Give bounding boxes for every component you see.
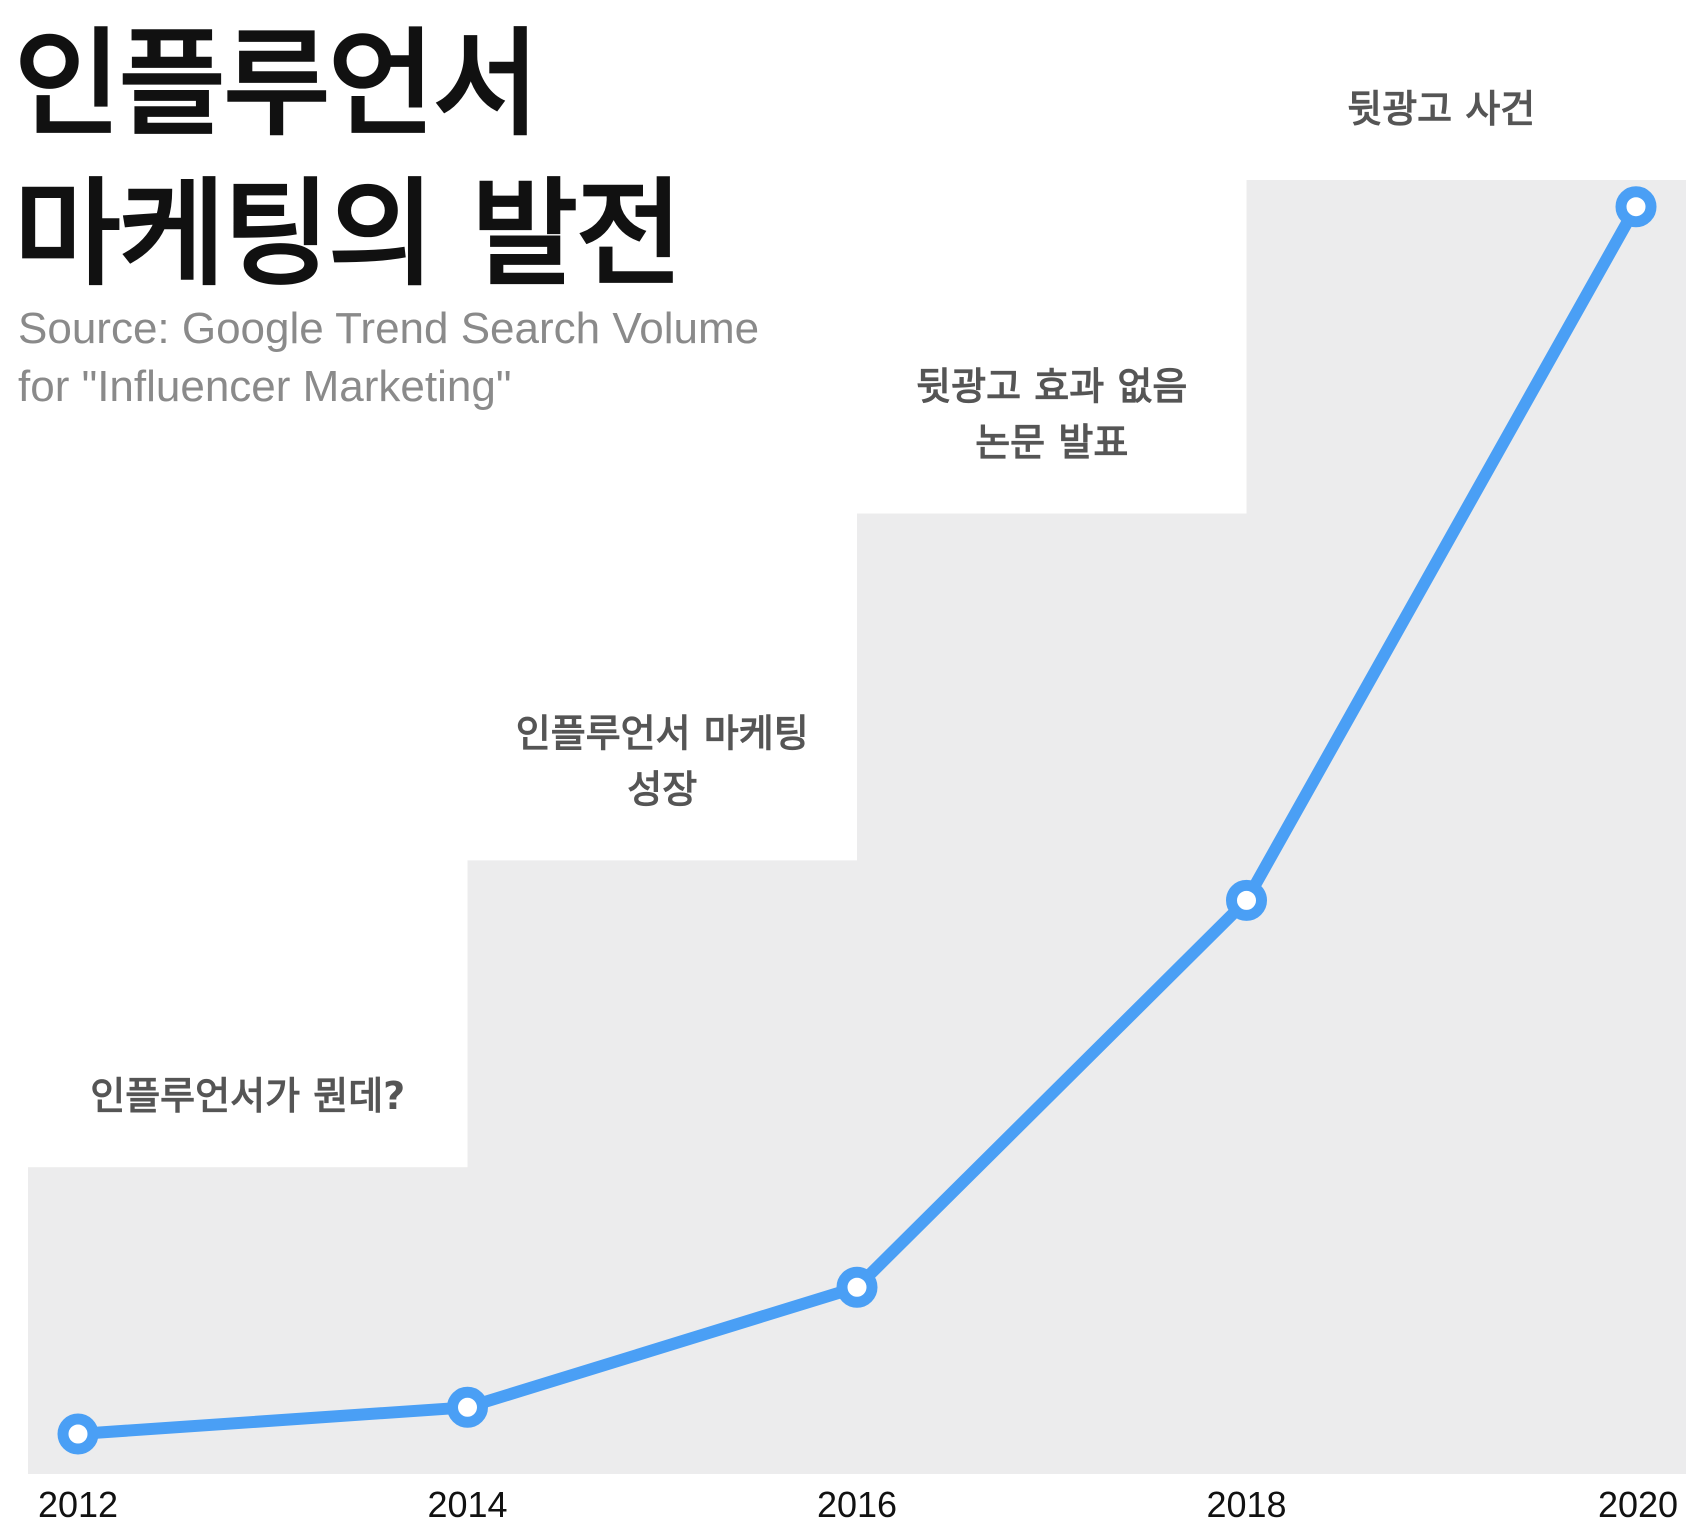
x-axis: 2012 2014 2016 2018 2020 bbox=[38, 1484, 1678, 1524]
x-tick-label: 2012 bbox=[38, 1484, 118, 1524]
data-point-marker bbox=[447, 1386, 488, 1428]
stage-annotation-line: 성장 bbox=[627, 767, 697, 811]
stage-band bbox=[1246, 180, 1686, 1474]
stage-annotation-line: 뒷광고 사건 bbox=[1347, 87, 1535, 131]
x-tick-label: 2018 bbox=[1206, 1484, 1286, 1524]
chart-title-line-2: 마케팅의 발전 bbox=[14, 167, 683, 302]
stage-annotation-line: 인플루언서 마케팅 bbox=[516, 711, 809, 755]
stage-annotation-line: 논문 발표 bbox=[975, 421, 1128, 465]
data-point-marker bbox=[57, 1413, 99, 1455]
x-tick-label: 2014 bbox=[427, 1484, 507, 1524]
chart-source: Source: Google Trend Search Volume for "… bbox=[18, 300, 759, 416]
data-point-marker bbox=[1615, 186, 1657, 228]
chart-source-line-1: Source: Google Trend Search Volume bbox=[18, 304, 760, 353]
data-point-marker bbox=[836, 1266, 878, 1308]
chart-title: 인플루언서 마케팅의 발전 bbox=[14, 10, 683, 310]
chart-title-line-1: 인플루언서 bbox=[14, 17, 540, 152]
x-tick-label: 2016 bbox=[817, 1484, 897, 1524]
chart-source-line-2: for "Influencer Marketing" bbox=[18, 362, 512, 411]
data-point-marker bbox=[1226, 879, 1267, 921]
x-tick-label: 2020 bbox=[1598, 1484, 1678, 1524]
series-group bbox=[57, 186, 1657, 1455]
stage-annotation-line: 뒷광고 효과 없음 bbox=[916, 365, 1187, 409]
stage-annotation-line: 인플루언서가 뭔데? bbox=[90, 1074, 405, 1118]
